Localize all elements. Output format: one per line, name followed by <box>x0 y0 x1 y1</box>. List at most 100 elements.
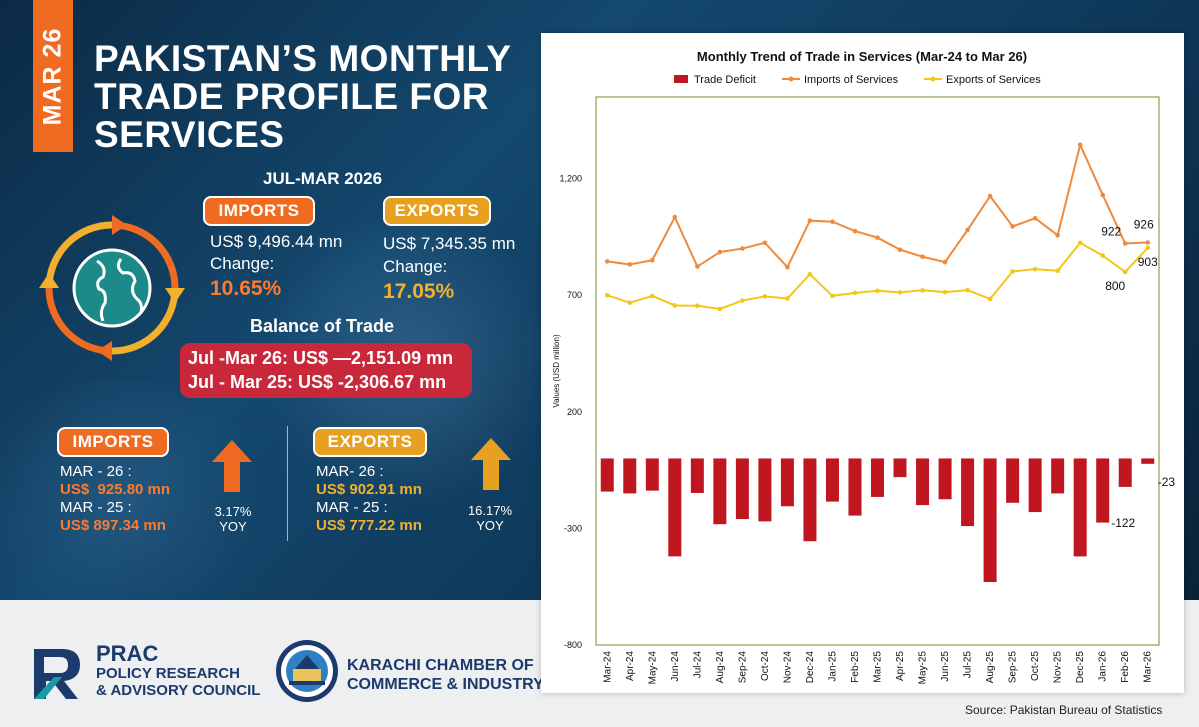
series-point <box>1032 215 1038 221</box>
series-point <box>672 303 678 308</box>
x-tick-label: Aug-25 <box>985 651 996 684</box>
series-point <box>965 287 970 293</box>
deficit-bar <box>1118 458 1132 487</box>
series-point <box>740 246 745 251</box>
series-point <box>1010 269 1015 274</box>
legend-marker <box>930 76 936 82</box>
legend-label: Trade Deficit <box>694 74 756 86</box>
series-point <box>1032 266 1038 272</box>
series-point <box>830 219 835 225</box>
deficit-bars <box>600 458 1155 583</box>
y-tick-label: 700 <box>567 290 582 300</box>
exports-change: 17.05% <box>383 280 455 303</box>
series-point <box>920 288 925 293</box>
legend-label: Exports of Services <box>946 74 1041 86</box>
deficit-bar <box>623 458 637 494</box>
plot-frame <box>595 96 1160 646</box>
imports-change-label: Change: <box>210 254 275 273</box>
x-tick-label: Apr-24 <box>625 651 636 681</box>
data-label: 903 <box>1138 255 1158 269</box>
series-point <box>987 193 993 199</box>
trade-chart: Monthly Trend of Trade in Services (Mar-… <box>552 49 1175 685</box>
legend-marker <box>788 76 794 82</box>
series-point <box>695 264 700 269</box>
y-tick-label: 1,200 <box>559 174 582 184</box>
date-tab-label: MAR 26 <box>38 27 67 125</box>
series-point <box>604 292 610 298</box>
series-point <box>1010 224 1015 229</box>
series-point <box>717 249 723 255</box>
chart-title: Monthly Trend of Trade in Services (Mar-… <box>697 49 1027 64</box>
series-point <box>875 235 880 240</box>
kcci-line2: COMMERCE & INDUSTRY <box>347 676 544 693</box>
kcci-name: KARACHI CHAMBER OF COMMERCE & INDUSTRY <box>347 656 544 694</box>
series-point <box>627 262 633 267</box>
x-axis: Mar-24 Apr-24 May-24 Jun-24 Jul-24 Aug-24 Sep-… <box>602 651 1153 685</box>
exp-mar26-value: US$ 902.91 mn <box>316 481 422 498</box>
series-point <box>1055 268 1060 274</box>
deficit-bar <box>1096 458 1110 523</box>
deficit-bar <box>690 458 704 493</box>
series-point <box>1122 269 1128 275</box>
up-arrow-icon <box>212 440 252 492</box>
series-point <box>672 214 678 220</box>
y-axis-label: Values (USD million) <box>552 334 561 408</box>
x-tick-label: Jun-24 <box>670 651 681 682</box>
chart-legend: Trade Deficit Imports of Services Exports … <box>674 74 1041 86</box>
series-point <box>1077 142 1083 148</box>
prac-line3: & ADVISORY COUNCIL <box>96 682 261 699</box>
deficit-bar <box>668 458 682 557</box>
x-tick-label: Jul-25 <box>963 651 974 679</box>
series-point <box>897 247 903 253</box>
data-label: 800 <box>1105 279 1125 293</box>
deficit-bar <box>983 458 997 583</box>
deficit-bar <box>916 458 930 506</box>
x-tick-label: Oct-24 <box>760 651 771 681</box>
deficit-bar <box>961 458 975 527</box>
data-label: 922 <box>1101 224 1121 238</box>
x-tick-label: Jan-25 <box>827 651 838 682</box>
deficit-bar <box>938 458 952 500</box>
exp-mar25-value: US$ 777.22 mn <box>316 517 422 534</box>
x-tick-label: Sep-24 <box>737 651 748 684</box>
deficit-bar <box>1073 458 1087 557</box>
series-point <box>807 271 813 277</box>
globe-cycle-icon <box>39 215 185 361</box>
series-point <box>942 259 948 265</box>
x-tick-label: Mar-26 <box>1143 651 1154 683</box>
x-tick-label: Jul-24 <box>692 651 703 679</box>
series-point <box>1055 232 1060 238</box>
x-tick-label: Jun-25 <box>940 651 951 682</box>
series-point <box>1145 245 1151 251</box>
exp-mar25-label: MAR - 25 : <box>316 499 388 516</box>
deficit-bar <box>1006 458 1020 503</box>
chart-panel: Monthly Trend of Trade in Services (Mar-… <box>541 33 1184 693</box>
series-point <box>717 306 723 312</box>
balance-title: Balance of Trade <box>250 316 395 336</box>
legend-label: Imports of Services <box>804 74 899 86</box>
x-tick-label: Mar-25 <box>873 651 884 683</box>
deficit-bar <box>803 458 817 542</box>
series-point <box>875 288 880 294</box>
y-axis: -800 -300 200 700 1,200 <box>559 174 582 650</box>
exp-yoy-pct: 16.17% <box>467 503 513 518</box>
series-point <box>942 289 948 295</box>
data-label: -122 <box>1111 516 1135 530</box>
imp-mar26-value: US$ 925.80 mn <box>60 481 171 498</box>
imp-mar25-value: US$ 897.34 mn <box>60 517 166 534</box>
x-tick-label: Mar-24 <box>602 651 613 683</box>
background-glow <box>0 380 280 620</box>
deficit-bar <box>871 458 884 497</box>
prac-logo-icon <box>34 649 80 699</box>
exp-yoy: 16.17% YOY <box>460 503 520 533</box>
deficit-bar <box>1028 458 1042 513</box>
series-line <box>606 241 1149 310</box>
x-tick-label: Dec-25 <box>1075 651 1086 684</box>
series-point <box>762 294 768 299</box>
series-point <box>1122 241 1128 246</box>
deficit-bar <box>1141 458 1155 464</box>
divider <box>287 426 288 541</box>
imports-total: US$ 9,496.44 mn <box>210 232 343 251</box>
exports-pill: EXPORTS <box>383 196 491 226</box>
data-labels: 922 926 800 903 -122 -23 <box>1101 218 1175 530</box>
